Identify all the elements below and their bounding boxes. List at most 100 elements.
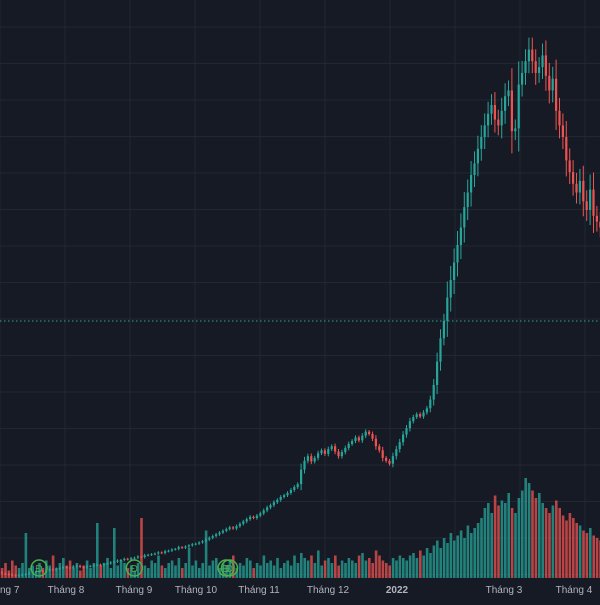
- dividend-icon[interactable]: Đ: [125, 559, 144, 577]
- candle-body: [126, 558, 129, 560]
- candle: [150, 553, 153, 556]
- candle: [252, 515, 255, 520]
- volume-bar: [255, 563, 259, 578]
- volume-bar: [381, 560, 385, 578]
- candle-body: [419, 414, 422, 417]
- candle: [320, 448, 323, 456]
- candle: [51, 568, 54, 571]
- volume-bar: [589, 528, 592, 578]
- volume-bar: [208, 565, 211, 578]
- candle-body: [456, 245, 459, 263]
- candle-body: [4, 573, 7, 575]
- candle-body: [147, 554, 150, 556]
- volume-bar: [133, 570, 136, 578]
- candle: [589, 174, 592, 226]
- candle-body: [225, 529, 228, 531]
- candle-body: [48, 569, 51, 571]
- grid: [0, 0, 600, 575]
- volume-bar: [92, 563, 96, 578]
- volume-bar: [374, 550, 378, 578]
- volume-bar: [262, 555, 266, 578]
- candle-body: [592, 189, 595, 216]
- candle: [507, 80, 510, 107]
- volume-bar: [578, 525, 582, 578]
- candle: [402, 431, 405, 446]
- candle-body: [242, 521, 245, 524]
- volume-bar: [521, 490, 524, 578]
- volume-bar: [82, 565, 85, 578]
- volume-bar: [463, 538, 466, 578]
- candle: [558, 97, 561, 139]
- volume-bar: [568, 513, 572, 578]
- volume-bar: [493, 495, 497, 578]
- candle-body: [58, 568, 61, 570]
- x-tick-label: ng 7: [0, 585, 20, 596]
- candle-body: [453, 262, 456, 280]
- candle-body: [262, 510, 265, 514]
- candle-body: [497, 119, 500, 126]
- candle: [249, 515, 252, 521]
- candle: [211, 534, 214, 540]
- x-tick-label: Tháng 3: [486, 585, 523, 596]
- candle: [442, 313, 445, 346]
- candle: [568, 148, 571, 185]
- volume-bar: [582, 530, 585, 578]
- candle: [82, 565, 85, 569]
- candle-body: [160, 552, 163, 554]
- candle: [439, 329, 442, 371]
- volume-bar: [58, 563, 62, 578]
- candle-body: [487, 113, 490, 126]
- candle: [364, 429, 367, 439]
- volume-bar: [551, 505, 555, 578]
- volume-bar: [191, 565, 194, 578]
- candle: [490, 94, 493, 125]
- candle: [551, 66, 554, 103]
- x-tick-label: Tháng 10: [175, 585, 218, 596]
- candle: [14, 574, 17, 577]
- volume-bar: [72, 568, 75, 578]
- candle: [293, 485, 296, 492]
- candle: [133, 556, 136, 560]
- candle: [327, 446, 330, 457]
- candle-body: [306, 456, 309, 461]
- volume-bar: [385, 563, 388, 578]
- candle: [398, 438, 401, 453]
- candle: [374, 435, 377, 450]
- candle: [65, 565, 68, 569]
- volume-bar: [476, 523, 480, 578]
- candle: [544, 40, 547, 91]
- candle-body: [408, 421, 411, 429]
- volume-bar: [102, 563, 106, 578]
- candle: [561, 113, 564, 150]
- volume-bar: [85, 560, 89, 578]
- x-tick-label: Tháng 8: [48, 585, 85, 596]
- volume-bar: [21, 563, 24, 578]
- candle-body: [459, 227, 462, 245]
- volume-bar: [106, 558, 109, 578]
- candle-body: [344, 448, 347, 453]
- candle-body: [259, 513, 262, 516]
- candle: [555, 59, 558, 130]
- volume-bar: [303, 558, 306, 578]
- candle: [225, 527, 228, 533]
- volume-bar: [286, 560, 289, 578]
- candle-body: [0, 572, 3, 574]
- candle-body: [395, 449, 398, 457]
- candle: [123, 557, 126, 562]
- candle: [521, 60, 524, 97]
- candle: [459, 213, 462, 259]
- volume-bar: [340, 560, 344, 578]
- dividend-icon[interactable]: Đ: [30, 559, 48, 577]
- dividend-icon[interactable]: Đ: [220, 559, 239, 577]
- volume-bar: [541, 503, 544, 578]
- volume-bar: [575, 523, 578, 578]
- candle: [463, 192, 466, 243]
- candle: [184, 545, 187, 550]
- candle: [354, 435, 357, 444]
- candle-body: [565, 137, 568, 161]
- volume-bar: [446, 543, 449, 578]
- candle: [218, 531, 221, 536]
- event-marker-label: Đ: [226, 564, 233, 575]
- candle: [381, 446, 384, 462]
- volume-bar: [470, 533, 473, 578]
